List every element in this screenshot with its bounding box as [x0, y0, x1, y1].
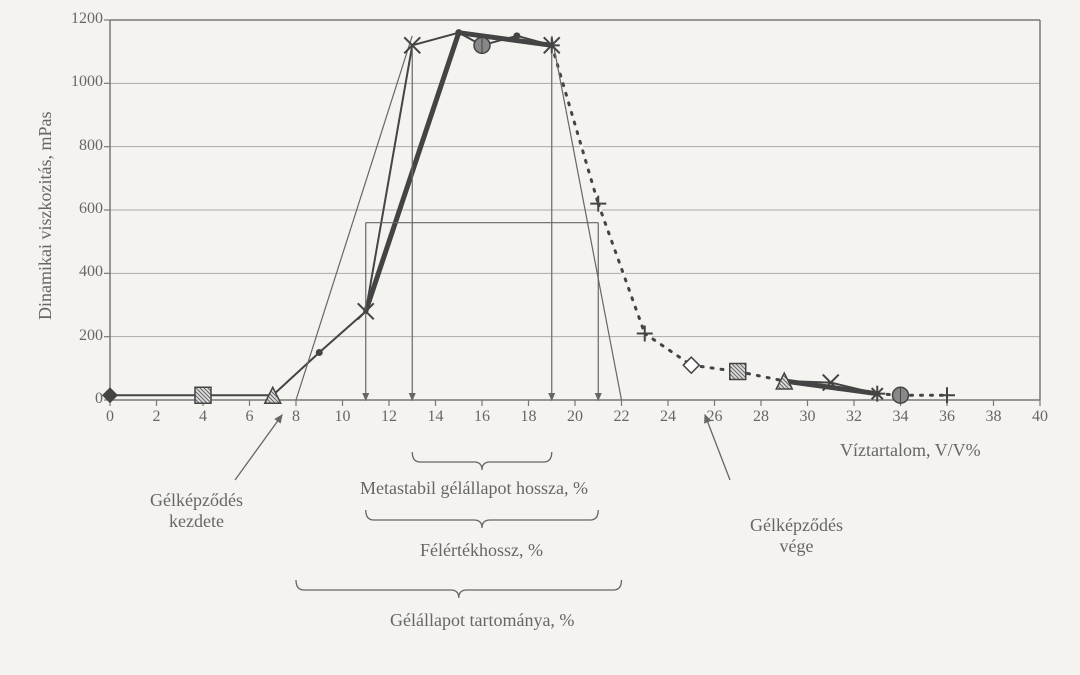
x-tick-label: 16: [472, 408, 492, 426]
x-tick-label: 12: [379, 408, 399, 426]
x-tick-label: 30: [798, 408, 818, 426]
x-tick-label: 40: [1030, 408, 1050, 426]
x-tick-label: 14: [426, 408, 446, 426]
x-tick-label: 36: [937, 408, 957, 426]
y-tick-label: 400: [55, 263, 103, 281]
viscosity-chart-svg: [0, 0, 1080, 675]
arrow-label: Gélképződés kezdete: [150, 490, 243, 532]
x-axis-title: Víztartalom, V/V%: [840, 440, 981, 461]
x-tick-label: 0: [100, 408, 120, 426]
x-tick-label: 20: [565, 408, 585, 426]
brace-label: Félértékhossz, %: [420, 540, 543, 561]
x-tick-label: 6: [240, 408, 260, 426]
y-tick-label: 800: [55, 137, 103, 155]
y-tick-label: 600: [55, 200, 103, 218]
arrow-label: Gélképződés vége: [750, 515, 843, 557]
x-tick-label: 2: [147, 408, 167, 426]
x-tick-label: 34: [891, 408, 911, 426]
x-tick-label: 26: [705, 408, 725, 426]
x-tick-label: 22: [612, 408, 632, 426]
x-tick-label: 38: [984, 408, 1004, 426]
x-tick-label: 4: [193, 408, 213, 426]
y-tick-label: 200: [55, 327, 103, 345]
x-tick-label: 32: [844, 408, 864, 426]
x-tick-label: 18: [519, 408, 539, 426]
y-axis-title: Dinamikai viszkozitás, mPas: [35, 112, 56, 320]
brace-label: Metastabil gélállapot hossza, %: [360, 478, 588, 499]
y-tick-label: 1200: [55, 10, 103, 28]
x-tick-label: 8: [286, 408, 306, 426]
y-tick-label: 1000: [55, 73, 103, 91]
x-tick-label: 24: [658, 408, 678, 426]
brace-label: Gélállapot tartománya, %: [390, 610, 574, 631]
x-tick-label: 28: [751, 408, 771, 426]
x-tick-label: 10: [333, 408, 353, 426]
y-tick-label: 0: [55, 390, 103, 408]
